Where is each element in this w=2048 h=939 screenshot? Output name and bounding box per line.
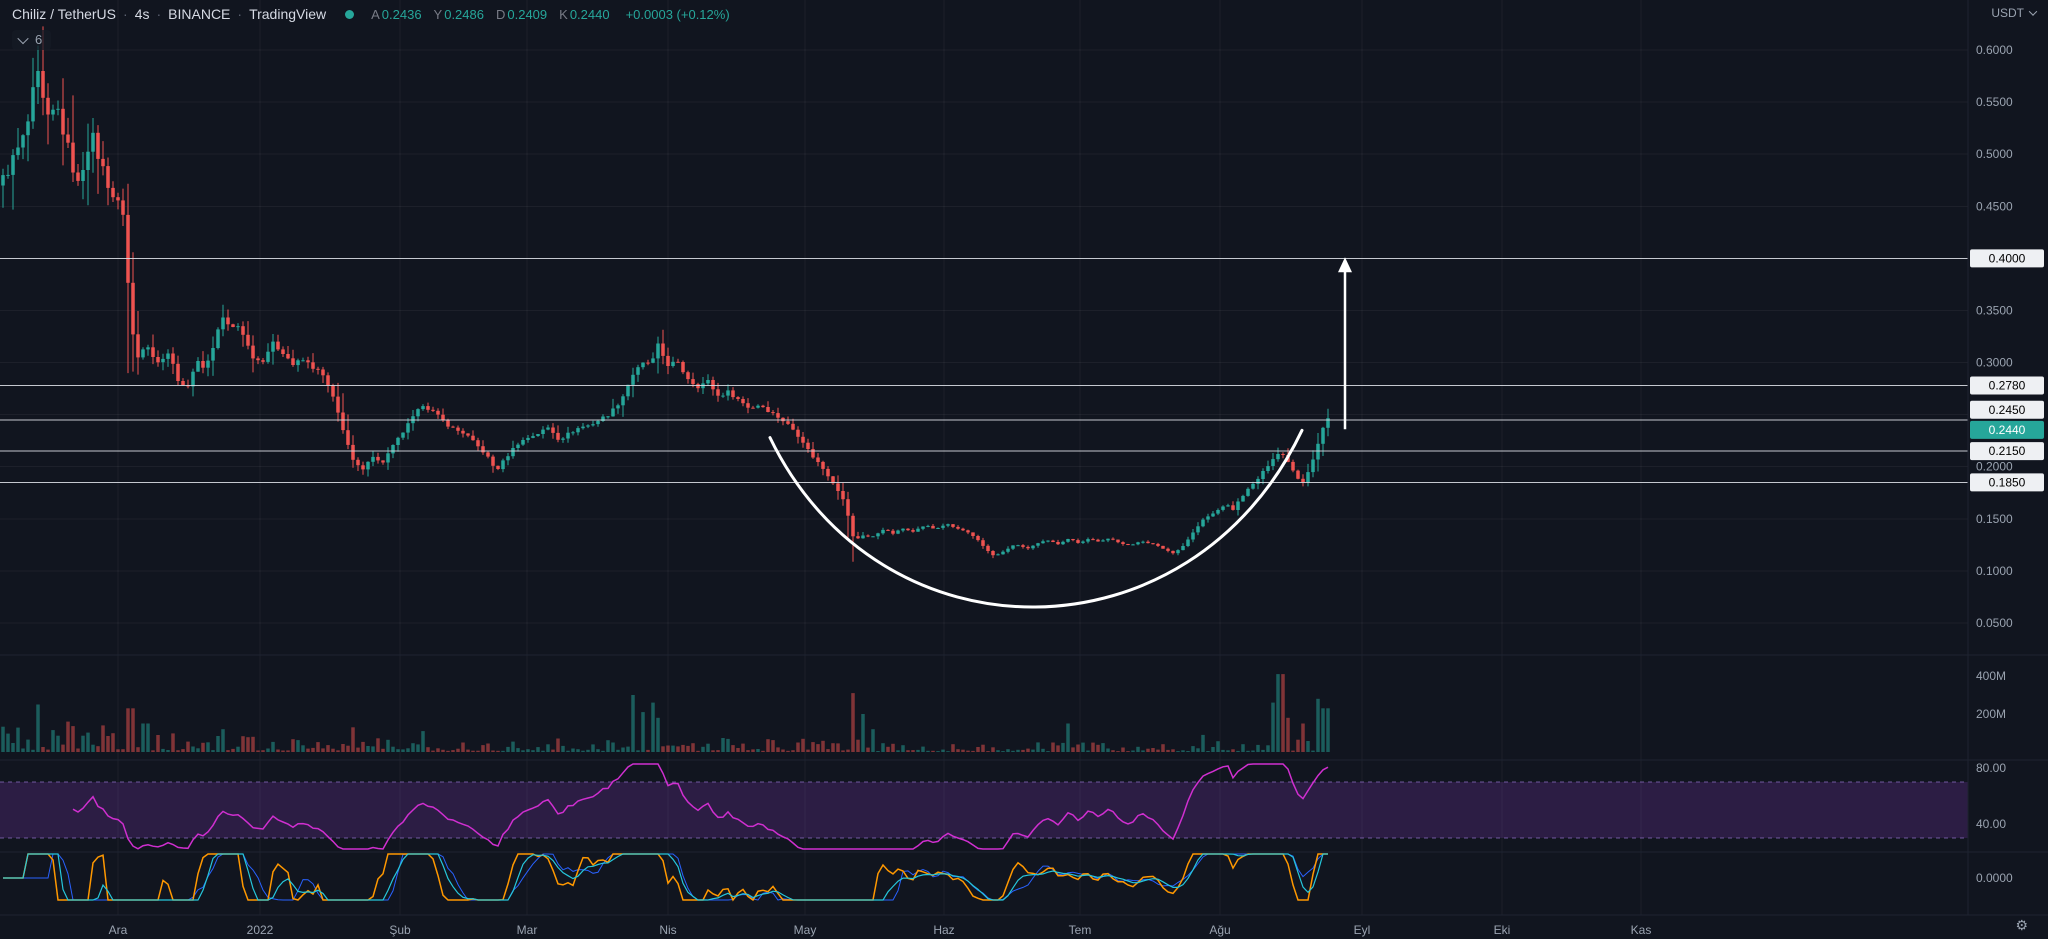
ohlc-open: A 0.2436 [371, 6, 422, 22]
legend-separator: · [156, 6, 162, 22]
svg-text:Haz: Haz [933, 923, 954, 937]
axis-settings-gear-icon[interactable]: ⚙ [2015, 917, 2028, 933]
svg-text:40.00: 40.00 [1976, 817, 2006, 831]
price-level-badge[interactable]: 0.4000 [1970, 249, 2044, 268]
svg-text:0.3500: 0.3500 [1976, 303, 2013, 317]
price-level-badge[interactable]: 0.2450 [1970, 400, 2044, 419]
exchange-label[interactable]: BINANCE [168, 6, 231, 22]
price-axis[interactable]: 0.6000 0.5500 0.5000 0.4500 0.3500 0.3000 0.20… [1970, 43, 2044, 885]
svg-text:0.2450: 0.2450 [1989, 403, 2026, 417]
symbol-title[interactable]: Chiliz / TetherUS [12, 6, 117, 22]
rsi-pane [0, 763, 1968, 850]
indicator-count: 6 [35, 32, 43, 47]
volume-pane [1, 674, 1330, 752]
svg-text:0.5000: 0.5000 [1976, 147, 2013, 161]
svg-text:0.2440: 0.2440 [1989, 423, 2026, 437]
svg-text:Eyl: Eyl [1354, 923, 1371, 937]
svg-text:0.6000: 0.6000 [1976, 43, 2013, 57]
caret-down-icon [2028, 7, 2038, 16]
price-levels[interactable] [0, 257, 1968, 483]
svg-text:Tem: Tem [1069, 923, 1092, 937]
svg-text:0.5500: 0.5500 [1976, 95, 2013, 109]
legend-separator: · [237, 6, 243, 22]
ohlc-close: K 0.2440 [559, 6, 610, 22]
pane-separators [0, 0, 2048, 916]
indicators-toggle[interactable]: 6 [12, 30, 52, 50]
ohlc-readout: A 0.2436 Y 0.2486 D 0.2409 K 0.2440 +0.0003 … [371, 7, 730, 22]
price-level-badge[interactable]: 0.1850 [1970, 473, 2044, 492]
symbol-legend: Chiliz / TetherUS · 4s · BINANCE · Tradi… [12, 6, 730, 50]
price-level-badge[interactable]: 0.2780 [1970, 376, 2044, 395]
legend-separator: · [123, 6, 128, 22]
platform-label[interactable]: TradingView [249, 6, 327, 22]
svg-text:Nis: Nis [659, 923, 676, 937]
svg-text:May: May [794, 923, 817, 937]
svg-text:0.4500: 0.4500 [1976, 199, 2013, 213]
svg-text:Eki: Eki [1494, 923, 1511, 937]
ohlc-high: Y 0.2486 [433, 6, 484, 22]
oscillator-pane [3, 853, 1328, 902]
interval-label[interactable]: 4s [134, 6, 150, 22]
svg-text:0.2780: 0.2780 [1989, 378, 2026, 392]
chevron-down-icon [17, 32, 29, 44]
svg-text:0.1850: 0.1850 [1989, 475, 2026, 489]
market-status-icon [345, 9, 355, 19]
ohlc-low: D 0.2409 [495, 6, 548, 22]
svg-text:2022: 2022 [247, 923, 274, 937]
svg-text:0.1000: 0.1000 [1976, 564, 2013, 578]
price-change: +0.0003 (+0.12%) [625, 6, 730, 22]
svg-text:400M: 400M [1976, 669, 2006, 683]
time-axis[interactable]: Ara 2022 Şub Mar Nis May Haz Tem Ağu Eyl Eki Kas [109, 923, 1652, 937]
svg-text:0.3000: 0.3000 [1976, 356, 2013, 370]
last-price-badge[interactable]: 0.2440 [1970, 420, 2044, 439]
svg-text:0.2000: 0.2000 [1976, 460, 2013, 474]
currency-selector[interactable]: USDT [1991, 6, 2038, 20]
svg-text:Kas: Kas [1631, 923, 1652, 937]
cup-and-arrow-annotation[interactable] [768, 257, 1352, 609]
svg-text:0.1500: 0.1500 [1976, 512, 2013, 526]
svg-text:Ara: Ara [109, 923, 128, 937]
svg-text:0.0500: 0.0500 [1976, 616, 2013, 630]
svg-text:80.00: 80.00 [1976, 761, 2006, 775]
legend-row: Chiliz / TetherUS · 4s · BINANCE · Tradi… [12, 6, 730, 22]
svg-text:0.2150: 0.2150 [1989, 444, 2026, 458]
svg-text:200M: 200M [1976, 707, 2006, 721]
currency-label: USDT [1991, 6, 2024, 20]
svg-text:Mar: Mar [517, 923, 538, 937]
svg-text:Ağu: Ağu [1209, 923, 1230, 937]
svg-text:0.0000: 0.0000 [1976, 871, 2013, 885]
svg-text:Şub: Şub [389, 923, 411, 937]
svg-text:0.4000: 0.4000 [1989, 251, 2026, 265]
candles [1, 26, 1330, 562]
price-level-badge[interactable]: 0.2150 [1970, 442, 2044, 461]
